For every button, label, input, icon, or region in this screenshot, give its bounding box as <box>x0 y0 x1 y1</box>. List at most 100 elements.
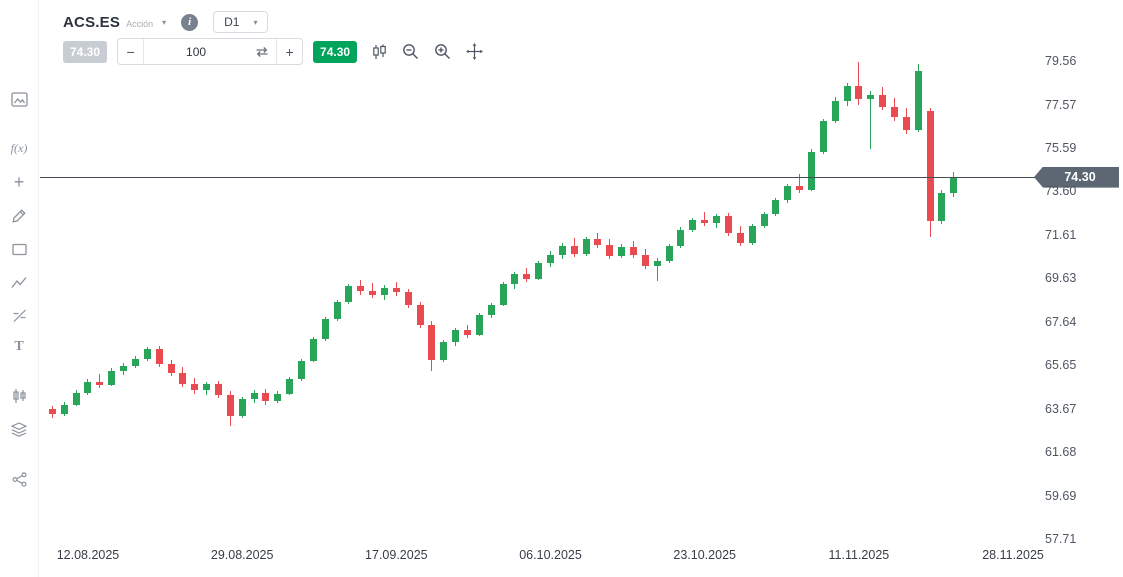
fibonacci-icon[interactable] <box>9 305 29 325</box>
candle <box>760 214 768 227</box>
candle <box>902 116 910 131</box>
brush-icon[interactable] <box>9 205 29 225</box>
candle-wick <box>858 62 860 105</box>
date-axis[interactable]: 12.08.2025 29.08.2025 17.09.2025 06.10.2025… <box>38 0 1123 577</box>
crosshair-plus-icon[interactable]: + <box>13 172 25 192</box>
volume-stepper: − 100 + <box>117 38 304 65</box>
candle <box>309 338 317 361</box>
candle <box>855 86 863 100</box>
candle <box>582 239 590 254</box>
refresh-swap-icon[interactable] <box>248 46 276 58</box>
candle <box>179 372 187 384</box>
candle <box>950 177 958 194</box>
candle <box>879 95 887 108</box>
info-icon[interactable]: i <box>181 13 199 31</box>
candle <box>357 286 365 291</box>
current-price-line <box>40 177 1036 179</box>
text-tool-icon[interactable]: T <box>14 339 24 354</box>
current-price-value: 74.30 <box>1064 170 1096 185</box>
candle <box>84 381 92 393</box>
candle <box>440 342 448 360</box>
candle <box>452 330 460 343</box>
candle <box>120 366 128 371</box>
increase-volume-button[interactable]: + <box>276 39 302 64</box>
candle <box>618 247 626 256</box>
sell-price-badge[interactable]: 74.30 <box>63 40 108 63</box>
candle-wick <box>656 258 658 281</box>
candle <box>535 263 543 279</box>
candle <box>404 291 412 306</box>
buy-price-badge[interactable]: 74.30 <box>313 40 358 63</box>
candle <box>131 358 139 367</box>
share-icon[interactable] <box>9 469 29 489</box>
trendline-icon[interactable] <box>9 272 29 292</box>
candle <box>724 216 732 233</box>
date-axis-label: 23.10.2025 <box>673 548 736 562</box>
candle-wick <box>704 212 706 227</box>
candle <box>819 121 827 152</box>
candle <box>713 216 721 223</box>
zoom-out-icon[interactable] <box>402 43 419 60</box>
candle <box>369 290 377 296</box>
candle-wick <box>870 90 872 149</box>
candle <box>499 284 507 306</box>
decrease-volume-button[interactable]: − <box>118 39 145 64</box>
volume-value[interactable]: 100 <box>186 44 207 59</box>
candle <box>547 254 555 264</box>
candles-layer <box>38 0 1123 577</box>
chart-area[interactable]: 74.30 79.56 77.57 75.59 73.60 71.61 69.63 67.6… <box>38 0 1123 577</box>
candle <box>191 383 199 391</box>
timeframe-select[interactable]: D1 ▾ <box>213 11 269 33</box>
candle <box>665 245 673 262</box>
candle <box>416 305 424 325</box>
candle <box>428 324 436 360</box>
indicators-fx-icon[interactable]: f(x) <box>10 140 28 155</box>
date-axis-label: 28.11.2025 <box>982 548 1044 562</box>
timeframe-chevron-icon: ▾ <box>253 17 258 27</box>
candle <box>60 404 68 415</box>
chart-image-icon[interactable] <box>9 89 29 109</box>
candle <box>274 393 282 402</box>
zoom-in-icon[interactable] <box>434 43 451 60</box>
candle-wick <box>799 173 801 194</box>
candle <box>511 274 519 285</box>
candle <box>475 314 483 335</box>
timeframe-value: D1 <box>224 15 240 29</box>
candle <box>286 379 294 394</box>
symbol-dropdown-chevron-icon[interactable]: ▾ <box>162 17 167 27</box>
current-price-tag: 74.30 <box>1034 166 1119 188</box>
date-axis-label: 11.11.2025 <box>828 548 890 562</box>
candle <box>748 226 756 243</box>
candle-wick <box>99 373 101 389</box>
candle <box>890 107 898 117</box>
candle <box>570 245 578 254</box>
candle <box>630 247 638 255</box>
date-axis-label: 12.08.2025 <box>56 548 120 562</box>
date-axis-label: 29.08.2025 <box>210 548 274 562</box>
candle <box>772 200 780 215</box>
candle <box>926 111 934 221</box>
date-axis-label: 17.09.2025 <box>365 548 428 562</box>
candle <box>701 219 709 223</box>
candle <box>345 286 353 302</box>
layers-icon[interactable] <box>9 419 29 439</box>
candle <box>784 185 792 201</box>
candle <box>226 394 234 416</box>
candlestick-pattern-icon[interactable] <box>9 386 29 406</box>
date-axis-label: 06.10.2025 <box>519 548 582 562</box>
candle <box>250 392 258 400</box>
candle <box>938 193 946 221</box>
candle <box>48 408 56 415</box>
shapes-icon[interactable] <box>9 239 29 259</box>
candle <box>392 287 400 292</box>
candle <box>214 383 222 395</box>
candle <box>523 274 531 279</box>
candle <box>558 245 566 255</box>
candle <box>606 244 614 256</box>
chart-type-candlestick-icon[interactable] <box>372 44 387 60</box>
pan-move-icon[interactable] <box>466 43 484 60</box>
candle <box>464 330 471 335</box>
candle <box>653 261 661 266</box>
instrument-type-label: Acción <box>126 18 154 29</box>
candle <box>487 305 495 315</box>
